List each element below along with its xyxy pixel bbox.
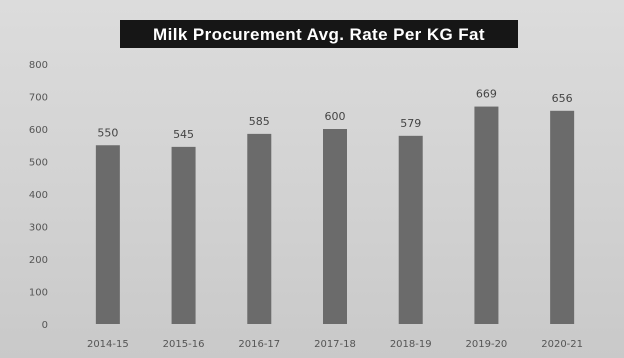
bar-2014-15 (95, 145, 120, 324)
y-tick-label-2: 200 (29, 255, 48, 266)
data-label-2019-20: 669 (476, 88, 497, 101)
bar-2016-17 (247, 133, 272, 324)
y-tick-label-1: 100 (29, 288, 48, 299)
y-axis: 0 100 200 300 400 500 600 700 800 (29, 60, 48, 331)
y-tick-label-0: 0 (42, 320, 48, 331)
x-tick-label-2017-18: 2017-18 (314, 339, 356, 350)
bar-2018-19 (398, 135, 423, 324)
x-tick-label-2015-16: 2015-16 (163, 339, 205, 350)
chart-title-background (120, 20, 518, 48)
x-tick-label-2014-15: 2014-15 (87, 339, 129, 350)
y-tick-label-3: 300 (29, 223, 48, 234)
bar-2019-20 (474, 106, 499, 324)
data-label-2020-21: 656 (552, 92, 573, 105)
x-tick-label-2020-21: 2020-21 (541, 339, 583, 350)
data-labels: 550 545 585 600 579 669 656 (97, 88, 572, 141)
bars (95, 106, 575, 324)
bar-2020-21 (550, 110, 575, 324)
data-label-2016-17: 585 (249, 115, 270, 128)
y-tick-label-6: 600 (29, 125, 48, 136)
y-tick-label-8: 800 (29, 60, 48, 71)
x-tick-label-2016-17: 2016-17 (238, 339, 280, 350)
data-label-2014-15: 550 (97, 126, 118, 139)
x-tick-label-2019-20: 2019-20 (466, 339, 508, 350)
data-label-2015-16: 545 (173, 128, 194, 141)
y-tick-label-5: 500 (29, 158, 48, 169)
bar-2017-18 (323, 129, 347, 324)
y-tick-label-4: 400 (29, 190, 48, 201)
data-label-2017-18: 600 (325, 110, 346, 123)
bar-2015-16 (171, 146, 196, 324)
x-axis: 2014-15 2015-16 2016-17 2017-18 2018-19 2019-… (87, 339, 583, 350)
x-tick-label-2018-19: 2018-19 (390, 339, 432, 350)
chart-title: Milk Procurement Avg. Rate Per KG Fat (153, 25, 485, 44)
data-label-2018-19: 579 (400, 117, 421, 130)
y-tick-label-7: 700 (29, 93, 48, 104)
